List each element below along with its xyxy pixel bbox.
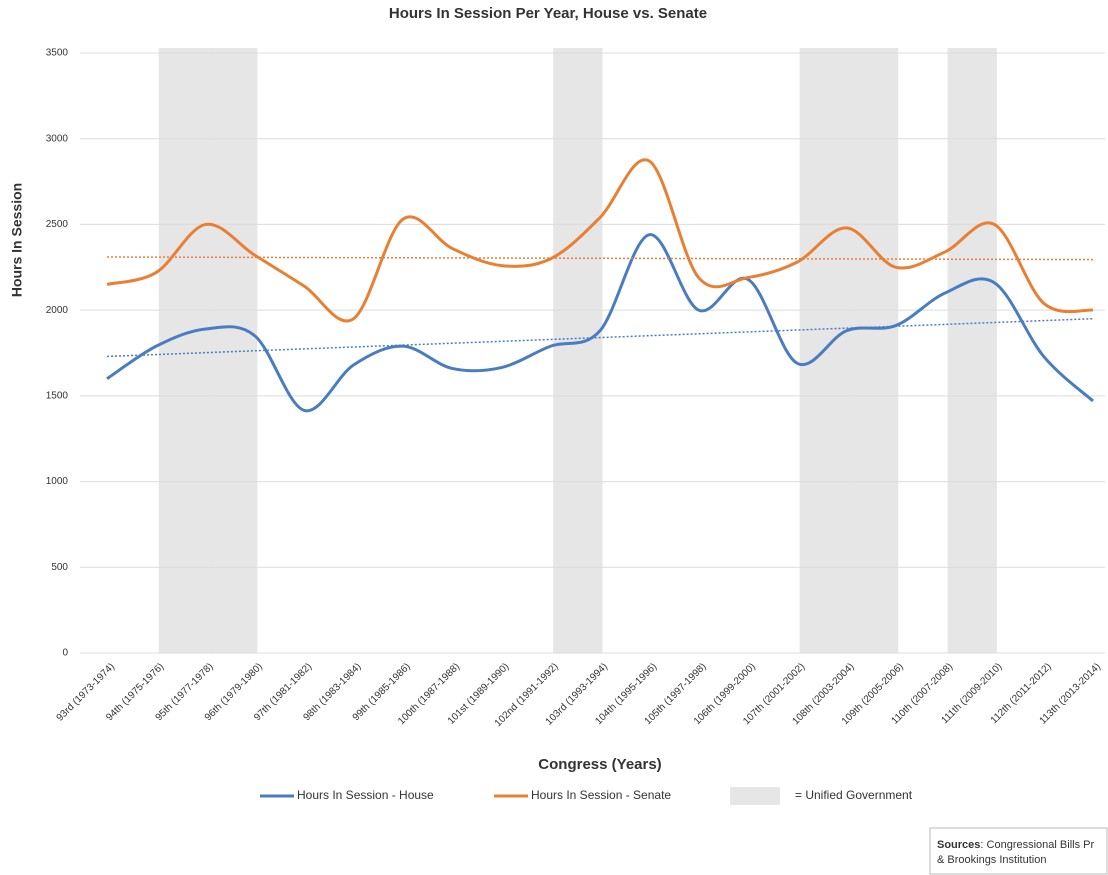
y-tick-label: 1000 bbox=[46, 476, 69, 487]
source-line: Sources: Congressional Bills Pr bbox=[937, 839, 1094, 851]
source-box bbox=[929, 827, 1108, 875]
legend-swatch bbox=[730, 787, 780, 805]
trend-line bbox=[106, 317, 1094, 358]
unified-government-band bbox=[947, 48, 997, 653]
y-tick-label: 1500 bbox=[46, 390, 69, 401]
legend-label: = Unified Government bbox=[795, 788, 913, 802]
series-line bbox=[106, 158, 1094, 323]
source-label: Sources bbox=[937, 839, 980, 851]
series-line bbox=[106, 233, 1095, 413]
y-tick-label: 3000 bbox=[46, 133, 69, 144]
legend-label: Hours In Session - House bbox=[297, 788, 434, 802]
y-tick-label: 500 bbox=[51, 562, 68, 573]
unified-government-band bbox=[553, 48, 603, 653]
source-text: : Congressional Bills Pr bbox=[980, 839, 1094, 851]
chart-title: Hours In Session Per Year, House vs. Sen… bbox=[389, 5, 707, 22]
y-tick-label: 3500 bbox=[46, 48, 69, 59]
unified-government-band bbox=[208, 48, 258, 653]
y-axis-title: Hours In Session bbox=[9, 183, 25, 297]
y-tick-label: 2500 bbox=[46, 219, 69, 230]
y-tick-label: 2000 bbox=[46, 305, 69, 316]
shaded-regions bbox=[158, 48, 997, 653]
x-axis-title: Congress (Years) bbox=[538, 756, 661, 773]
unified-government-band bbox=[158, 48, 209, 653]
source-line: & Brookings Institution bbox=[937, 854, 1046, 866]
unified-government-band bbox=[848, 48, 899, 653]
legend-label: Hours In Session - Senate bbox=[531, 788, 671, 802]
y-tick-label: 0 bbox=[62, 648, 68, 659]
